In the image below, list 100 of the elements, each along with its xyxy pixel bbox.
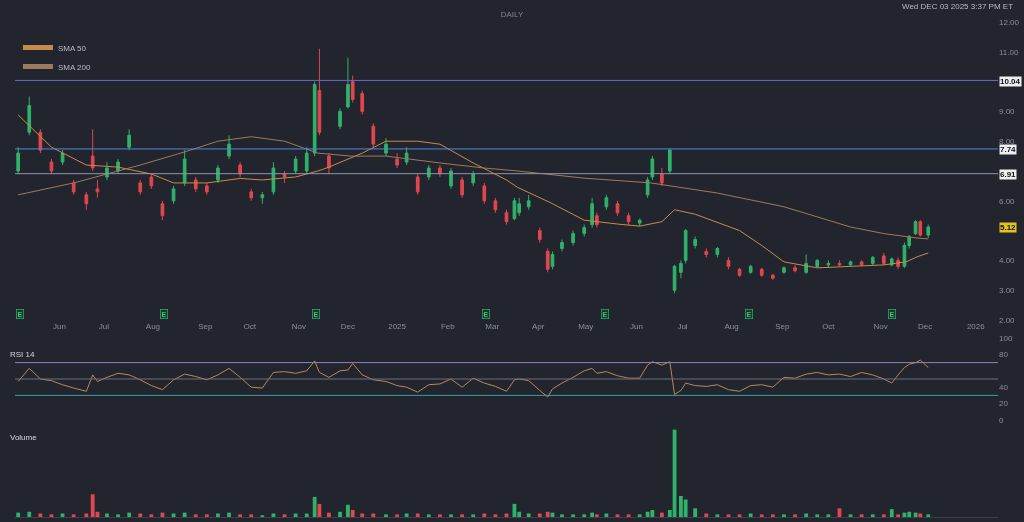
candlestick — [249, 188, 254, 202]
candlestick — [782, 265, 786, 275]
bar — [859, 514, 864, 517]
bar — [90, 494, 95, 517]
candlestick — [260, 191, 265, 205]
bar — [626, 514, 631, 517]
x-tick-label: 2026 — [966, 322, 986, 331]
candlestick — [216, 164, 220, 184]
bar — [249, 514, 254, 517]
candlestick — [471, 170, 476, 187]
candlestick — [49, 158, 54, 175]
x-tick-label: Dec — [917, 322, 933, 331]
candlestick — [590, 197, 594, 229]
bar — [537, 513, 542, 517]
bar — [590, 512, 595, 517]
candlestick — [793, 264, 797, 273]
y-tick-label: 6.00 — [999, 196, 1016, 206]
ref-line-label: 6.91 — [1000, 170, 1017, 179]
bar — [770, 514, 775, 517]
bar — [193, 514, 198, 517]
candlestick — [182, 149, 187, 187]
y-tick-label: 4.00 — [999, 256, 1016, 266]
x-tick-label: Nov — [291, 322, 306, 331]
candlestick — [737, 267, 742, 278]
candlestick — [317, 48, 322, 136]
x-tick-label: Dec — [340, 322, 356, 331]
ref-line-label: 7.74 — [1000, 145, 1017, 154]
bar — [493, 514, 498, 517]
chart-subtitle: Wed DEC 03 2025 3:37 PM ET — [902, 2, 1014, 11]
annotation: 5.12 — [1000, 223, 1017, 232]
bar — [227, 512, 231, 517]
x-tick-label: Jun — [52, 322, 66, 331]
bar — [304, 513, 309, 517]
candlestick — [679, 259, 683, 279]
candlestick — [882, 252, 886, 266]
candlestick — [16, 146, 20, 175]
candlestick — [127, 128, 131, 151]
x-tick-label: Jul — [677, 322, 688, 331]
bar — [204, 514, 209, 517]
x-tick-label: Sep — [198, 322, 213, 331]
candlestick — [171, 185, 176, 205]
candlestick — [815, 258, 820, 269]
bar — [293, 513, 298, 517]
bar — [637, 514, 642, 517]
candlestick — [560, 239, 564, 252]
ref-line-label: 10.04 — [1000, 77, 1021, 86]
bar — [918, 513, 923, 517]
bar — [449, 514, 453, 517]
candlestick — [926, 224, 931, 239]
line-series — [17, 136, 929, 240]
candlestick — [95, 179, 100, 199]
x-tick-label: Jun — [630, 322, 643, 331]
chart-title: Volume — [10, 432, 38, 442]
y-tick-label: 3.00 — [999, 286, 1016, 295]
candlestick — [360, 90, 365, 115]
candlestick — [645, 176, 650, 199]
bar — [395, 514, 399, 517]
y-tick-label: 9.00 — [999, 107, 1016, 117]
bar — [881, 514, 886, 517]
candlestick — [460, 176, 464, 199]
bar — [138, 513, 143, 517]
bar — [116, 514, 120, 517]
bar — [615, 514, 620, 517]
bar — [371, 513, 376, 517]
candlestick — [826, 259, 831, 269]
bar — [594, 514, 599, 517]
bar — [526, 513, 531, 517]
line-series — [17, 114, 929, 269]
bar — [460, 514, 465, 517]
bar — [238, 514, 243, 517]
x-tick-label: May — [578, 322, 594, 331]
bar — [105, 513, 109, 517]
candlestick — [859, 261, 864, 267]
bar — [312, 496, 317, 517]
y-tick-label: 40 — [999, 383, 1009, 392]
bar — [38, 513, 43, 517]
bar — [804, 513, 809, 517]
candlestick — [395, 152, 399, 169]
candlestick — [667, 148, 672, 175]
candlestick — [626, 212, 631, 226]
bar — [604, 513, 609, 517]
candlestick — [149, 173, 154, 190]
candlestick — [715, 246, 720, 258]
candlestick — [205, 182, 209, 196]
candlestick — [338, 107, 342, 130]
bar — [793, 514, 797, 517]
candlestick — [84, 191, 89, 211]
bar — [693, 508, 698, 517]
chart-title: DAILY — [500, 9, 524, 19]
bar — [282, 514, 287, 517]
candlestick — [271, 161, 276, 196]
bar — [926, 514, 931, 517]
y-tick-label: 2.00 — [999, 315, 1016, 325]
candlestick — [27, 96, 32, 136]
candlestick — [138, 179, 143, 196]
candlestick — [582, 224, 587, 238]
x-tick-label: Aug — [145, 322, 161, 331]
candlestick — [683, 228, 688, 264]
candlestick — [71, 179, 76, 196]
candlestick — [913, 219, 918, 236]
